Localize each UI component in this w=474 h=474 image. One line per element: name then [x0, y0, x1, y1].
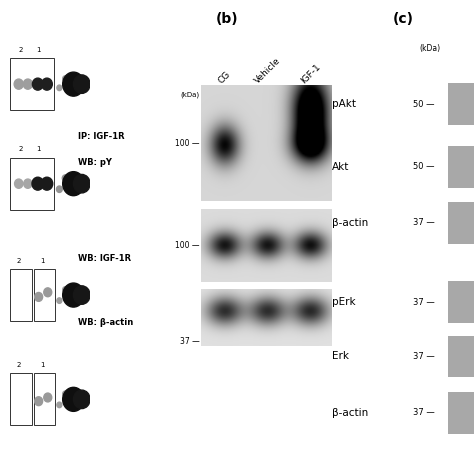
Circle shape: [63, 391, 68, 397]
Text: WB: pY: WB: pY: [78, 158, 112, 167]
Text: IGF-1: IGF-1: [300, 62, 322, 85]
Bar: [10, 269, 32, 321]
Text: Akt: Akt: [332, 162, 350, 172]
Bar: [448, 392, 474, 434]
Text: Erk: Erk: [332, 351, 349, 362]
Text: pAkt: pAkt: [332, 99, 356, 109]
Bar: [10, 58, 54, 110]
Circle shape: [44, 393, 52, 402]
Text: Vehicle: Vehicle: [253, 56, 283, 85]
Text: 100 —: 100 —: [175, 139, 199, 148]
Text: 50 —: 50 —: [413, 162, 435, 171]
Circle shape: [63, 72, 84, 96]
Bar: [448, 146, 474, 188]
Text: 37 —: 37 —: [413, 219, 435, 228]
Text: CG: CG: [217, 70, 233, 85]
Circle shape: [56, 186, 62, 192]
Text: 37 —: 37 —: [413, 298, 435, 307]
Text: 37 —: 37 —: [413, 408, 435, 417]
Circle shape: [62, 175, 68, 182]
Text: 50 —: 50 —: [413, 100, 435, 109]
Circle shape: [15, 179, 23, 188]
Bar: [448, 202, 474, 244]
Circle shape: [73, 174, 90, 193]
Bar: [448, 282, 474, 323]
Circle shape: [63, 172, 84, 196]
Text: (c): (c): [392, 12, 413, 26]
Text: (b): (b): [215, 12, 238, 26]
Text: 37 —: 37 —: [413, 352, 435, 361]
Circle shape: [42, 78, 52, 90]
Text: WB: β-actin: WB: β-actin: [78, 318, 134, 327]
Bar: [10, 374, 32, 425]
Circle shape: [44, 288, 52, 297]
Circle shape: [23, 79, 32, 89]
Circle shape: [35, 292, 43, 301]
Circle shape: [73, 390, 90, 409]
Circle shape: [32, 78, 43, 90]
Text: β-actin: β-actin: [332, 408, 369, 418]
Text: WB: IGF-1R: WB: IGF-1R: [78, 254, 131, 263]
Text: 37 —: 37 —: [180, 337, 199, 346]
Text: (kDa): (kDa): [419, 44, 440, 53]
Text: 1: 1: [36, 146, 41, 152]
Text: β-actin: β-actin: [332, 218, 369, 228]
Circle shape: [73, 75, 90, 93]
Circle shape: [14, 79, 23, 89]
Bar: [34, 374, 55, 425]
Circle shape: [63, 76, 68, 82]
Text: 1: 1: [36, 47, 41, 53]
Circle shape: [57, 85, 62, 91]
Text: 2: 2: [18, 146, 23, 152]
Text: 1: 1: [41, 258, 45, 264]
Text: 2: 2: [17, 258, 21, 264]
Circle shape: [24, 179, 32, 188]
Circle shape: [63, 287, 68, 292]
Text: 100 —: 100 —: [175, 241, 199, 250]
Circle shape: [35, 397, 43, 406]
Circle shape: [57, 402, 62, 408]
Text: IP: IGF-1R: IP: IGF-1R: [78, 132, 125, 140]
Text: 2: 2: [17, 362, 21, 368]
Circle shape: [32, 177, 44, 190]
Text: pErk: pErk: [332, 297, 356, 307]
Bar: [448, 83, 474, 125]
Text: 2: 2: [18, 47, 23, 53]
Circle shape: [73, 286, 90, 304]
Circle shape: [57, 298, 62, 303]
Bar: [448, 336, 474, 377]
Text: (kDa): (kDa): [180, 91, 199, 98]
Circle shape: [63, 387, 84, 411]
Bar: [10, 158, 54, 210]
Text: 1: 1: [41, 362, 45, 368]
Bar: [34, 269, 55, 321]
Circle shape: [63, 283, 84, 307]
Circle shape: [41, 177, 53, 190]
